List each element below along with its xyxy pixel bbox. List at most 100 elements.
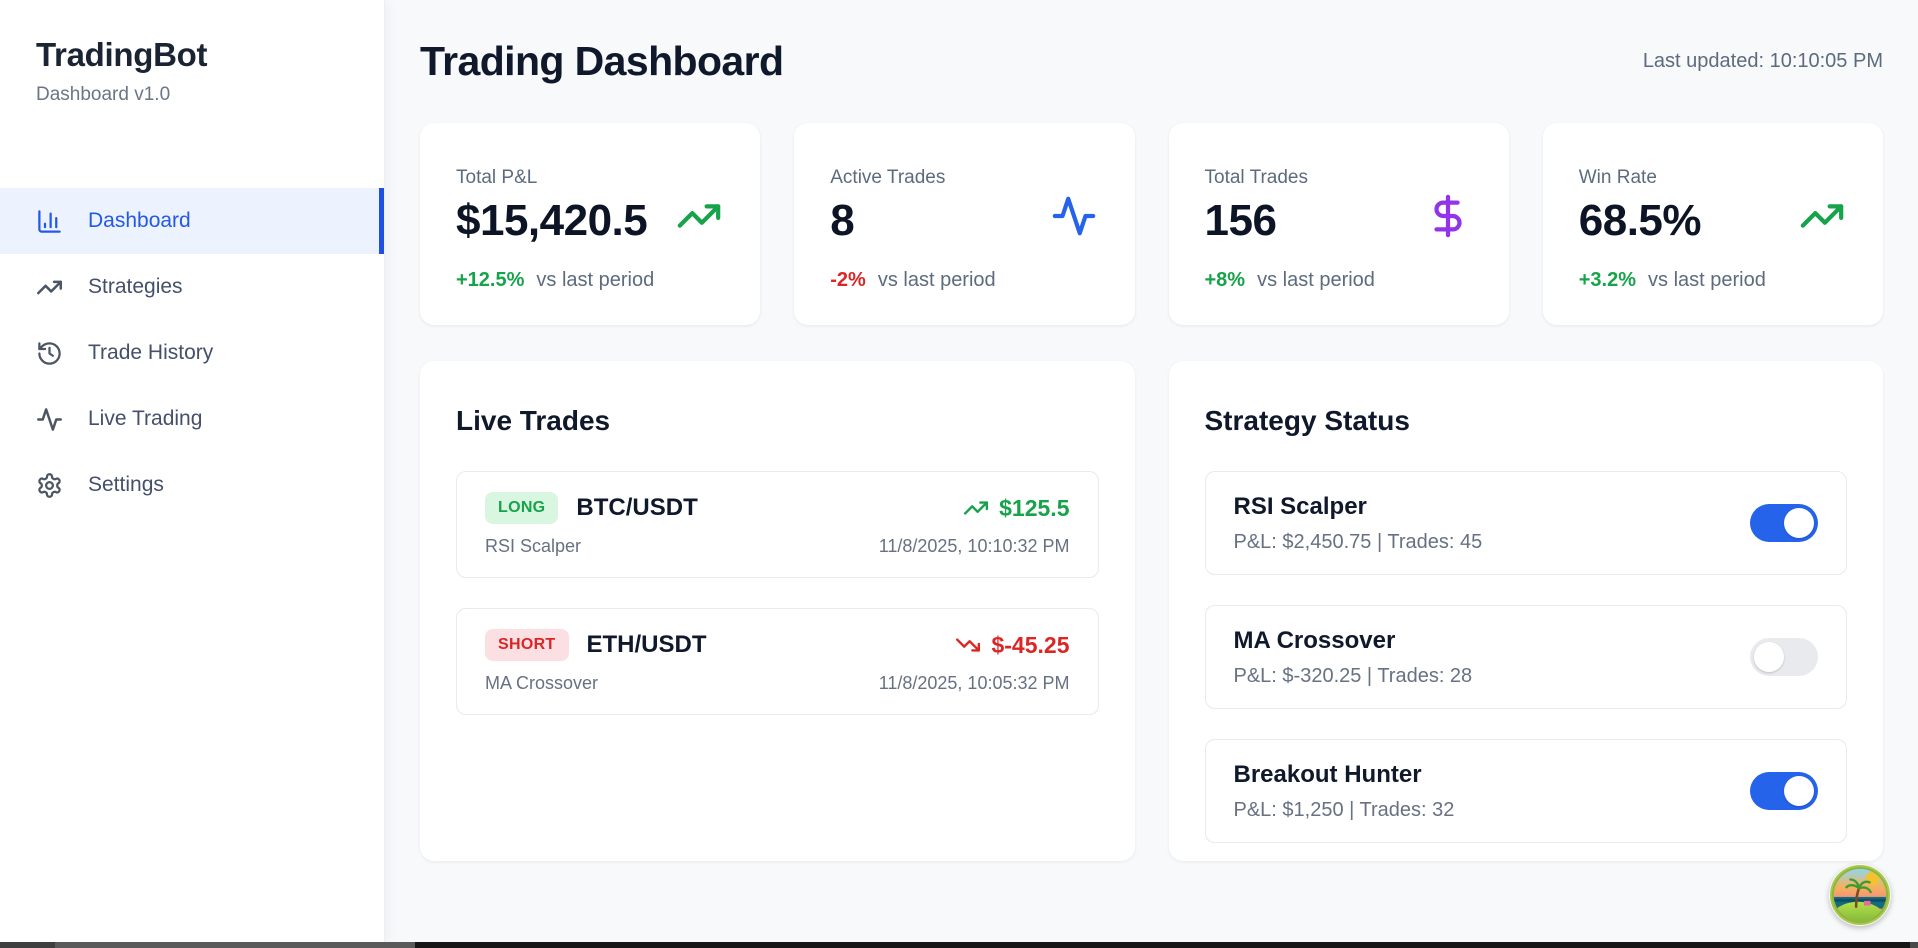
bottom-edge-bar: [0, 942, 1918, 948]
sidebar-item[interactable]: Trade History: [0, 320, 384, 386]
trade-pnl-value: $125.5: [999, 494, 1070, 521]
page-title: Trading Dashboard: [420, 38, 784, 84]
toggle-knob: [1754, 642, 1784, 672]
stat-icon: [1051, 193, 1097, 239]
trade-card: SHORT ETH/USDT $-45.25 MA Crossover 11/8…: [456, 608, 1099, 715]
stat-card: Total P&L $15,420.5 +12.5% vs last perio…: [420, 123, 761, 325]
brand: TradingBot Dashboard v1.0: [0, 0, 384, 106]
trend-icon: [963, 495, 989, 521]
panels: Live Trades LONG BTC/USDT $125.5: [420, 361, 1883, 861]
stat-label: Total Trades: [1204, 167, 1309, 188]
trade-left: SHORT ETH/USDT: [485, 629, 707, 661]
stat-card: Total Trades 156 +8% vs last period: [1168, 123, 1509, 325]
sidebar-item[interactable]: Live Trading: [0, 386, 384, 452]
sidebar-item-label: Settings: [88, 473, 164, 496]
stat-change: +3.2%: [1578, 269, 1637, 292]
toggle-knob: [1784, 776, 1814, 806]
trade-pnl: $-45.25: [955, 631, 1070, 659]
stat-footer: -2% vs last period: [830, 269, 1098, 292]
stat-suffix: vs last period: [1257, 269, 1375, 292]
sidebar-item-label: Dashboard: [88, 209, 191, 232]
strategy-details: P&L: $2,450.75 | Trades: 45: [1233, 530, 1483, 553]
strategy-card: Breakout Hunter P&L: $1,250 | Trades: 32: [1204, 739, 1847, 843]
stat-suffix: vs last period: [877, 269, 996, 292]
trade-pair: ETH/USDT: [586, 631, 707, 658]
app-subtitle: Dashboard v1.0: [36, 84, 171, 105]
stat-value: 8: [830, 196, 855, 245]
strategy-toggle[interactable]: [1750, 638, 1818, 676]
strategy-info: RSI Scalper P&L: $2,450.75 | Trades: 45: [1234, 493, 1483, 554]
nav-icon: [36, 274, 63, 301]
trade-pnl: $125.5: [963, 494, 1070, 522]
sidebar-item-label: Strategies: [88, 275, 183, 298]
strategy-name: MA Crossover: [1233, 626, 1396, 654]
stat-suffix: vs last period: [536, 269, 655, 292]
trade-strategy: MA Crossover: [485, 673, 599, 693]
stat-footer: +12.5% vs last period: [456, 269, 724, 292]
strategy-toggle[interactable]: [1750, 772, 1818, 810]
stat-icon: [1425, 193, 1471, 239]
stat-value: 68.5%: [1578, 196, 1702, 245]
stat-card: Win Rate 68.5% +3.2% vs last period: [1542, 123, 1883, 325]
strategy-info: MA Crossover P&L: $-320.25 | Trades: 28: [1234, 627, 1473, 688]
trade-row: LONG BTC/USDT $125.5: [485, 492, 1070, 524]
stat-icon: [1799, 193, 1845, 239]
strategy-card: RSI Scalper P&L: $2,450.75 | Trades: 45: [1204, 471, 1847, 575]
trade-side-badge: SHORT: [485, 629, 569, 661]
sidebar-item[interactable]: Strategies: [0, 254, 384, 320]
nav-icon: [36, 340, 63, 367]
sidebar: TradingBot Dashboard v1.0 Dashboard Stra…: [0, 0, 385, 942]
stat-cards: Total P&L $15,420.5 +12.5% vs last perio…: [420, 123, 1883, 325]
main-content: Trading Dashboard Last updated: 10:10:05…: [385, 0, 1918, 948]
strategy-info: Breakout Hunter P&L: $1,250 | Trades: 32: [1234, 761, 1455, 822]
trade-card: LONG BTC/USDT $125.5 RSI Scalper 11/8/20…: [456, 471, 1099, 578]
stat-change: +12.5%: [456, 269, 525, 292]
trade-pair: BTC/USDT: [576, 494, 698, 521]
strategy-status-title: Strategy Status: [1204, 405, 1410, 436]
live-trades-list: LONG BTC/USDT $125.5 RSI Scalper 11/8/20…: [456, 471, 1099, 715]
trade-row: SHORT ETH/USDT $-45.25: [485, 629, 1070, 661]
island-logo[interactable]: [1829, 864, 1891, 926]
sidebar-item[interactable]: Settings: [0, 452, 384, 518]
stat-suffix: vs last period: [1648, 269, 1766, 292]
toggle-knob: [1784, 508, 1814, 538]
strategy-name: Breakout Hunter: [1233, 760, 1422, 788]
strategy-status-panel: Strategy Status RSI Scalper P&L: $2,450.…: [1168, 361, 1883, 861]
stat-icon: [676, 193, 722, 239]
trade-side-badge: LONG: [485, 492, 559, 524]
strategy-toggle[interactable]: [1750, 504, 1818, 542]
trade-pnl-value: $-45.25: [991, 631, 1070, 658]
stat-value: 156: [1204, 196, 1277, 245]
strategy-details: P&L: $-320.25 | Trades: 28: [1233, 664, 1473, 687]
nav-icon: [36, 472, 63, 499]
strategy-card: MA Crossover P&L: $-320.25 | Trades: 28: [1204, 605, 1847, 709]
strategy-list: RSI Scalper P&L: $2,450.75 | Trades: 45 …: [1204, 471, 1847, 843]
trade-subrow: MA Crossover 11/8/2025, 10:05:32 PM: [485, 673, 1070, 694]
last-updated-text: Last updated: 10:10:05 PM: [1642, 50, 1883, 72]
stat-footer: +3.2% vs last period: [1579, 269, 1847, 292]
stat-card: Active Trades 8 -2% vs last period: [794, 123, 1135, 325]
sidebar-item[interactable]: Dashboard: [0, 188, 384, 254]
stat-change: -2%: [830, 269, 866, 292]
trade-left: LONG BTC/USDT: [485, 492, 698, 524]
stat-label: Total P&L: [456, 167, 538, 188]
sidebar-item-label: Live Trading: [88, 407, 203, 430]
stat-label: Active Trades: [830, 167, 946, 188]
trade-timestamp: 11/8/2025, 10:05:32 PM: [878, 673, 1070, 693]
sidebar-item-label: Trade History: [88, 341, 214, 364]
strategy-details: P&L: $1,250 | Trades: 32: [1233, 798, 1455, 821]
topbar: Trading Dashboard Last updated: 10:10:05…: [420, 38, 1883, 85]
app-title: TradingBot: [36, 36, 208, 73]
nav-icon: [36, 208, 63, 235]
live-trades-title: Live Trades: [456, 405, 611, 436]
stat-label: Win Rate: [1578, 167, 1657, 188]
trade-strategy: RSI Scalper: [485, 536, 582, 556]
stat-footer: +8% vs last period: [1205, 269, 1473, 292]
stat-value: $15,420.5: [456, 196, 648, 245]
sidebar-nav: Dashboard Strategies Trade History Live …: [0, 188, 384, 518]
trade-timestamp: 11/8/2025, 10:10:32 PM: [878, 536, 1070, 556]
trend-icon: [955, 632, 981, 658]
nav-icon: [36, 406, 63, 433]
trade-subrow: RSI Scalper 11/8/2025, 10:10:32 PM: [485, 536, 1070, 557]
live-trades-panel: Live Trades LONG BTC/USDT $125.5: [420, 361, 1135, 861]
